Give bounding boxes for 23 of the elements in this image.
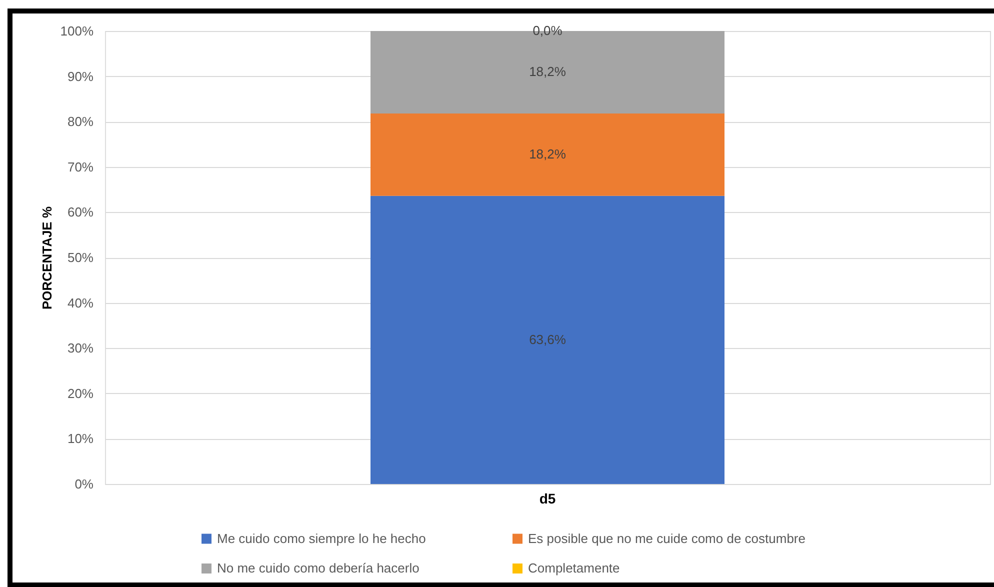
y-tick-label: 20% [67,386,94,401]
y-tick-label: 80% [67,114,94,130]
legend-label: Completamente [528,560,620,576]
y-axis-title: PORCENTAJE % [39,206,54,310]
data-label: 0,0% [532,23,563,38]
y-tick-label: 60% [67,204,94,220]
y-tick-label: 40% [67,295,94,310]
y-tick-label: 50% [67,250,94,265]
data-label: 18,2% [529,64,566,80]
legend-label: Es posible que no me cuide como de costumbre [528,530,806,546]
y-tick-label: 10% [67,431,94,446]
y-tick-label: 70% [67,159,94,174]
y-tick-label: 100% [60,24,94,38]
legend-label: Me cuido como siempre lo he hecho [217,530,426,546]
bar [370,196,724,484]
y-tick-label: 30% [67,340,94,356]
bar [370,113,724,196]
legend-label: No me cuido como debería hacerlo [217,560,420,576]
y-tick-label: 0% [74,476,94,492]
data-label: 63,6% [529,332,566,347]
y-tick-label: 90% [67,68,94,84]
data-label: 18,2% [529,146,566,162]
x-tick-label: d5 [539,490,556,506]
